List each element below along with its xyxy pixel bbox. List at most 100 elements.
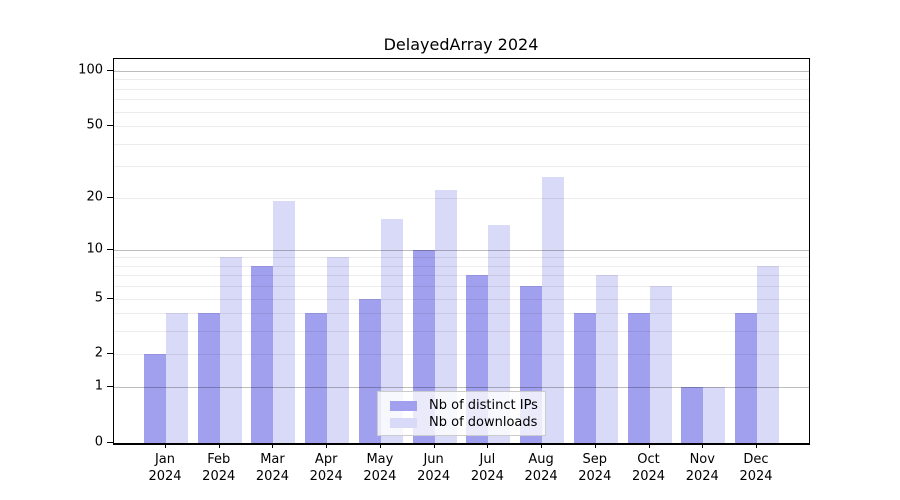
x-tick-jan	[165, 443, 166, 448]
x-tick-label-aug: Aug 2024	[524, 452, 558, 484]
y-tick-0	[107, 442, 113, 443]
bar-may-downloads	[380, 219, 403, 443]
legend-swatch-icon	[390, 400, 417, 411]
x-tick-year: 2024	[739, 469, 773, 484]
minor-gridline-6	[114, 286, 809, 288]
minor-gridline-60	[114, 111, 809, 113]
bar-nov-distinct-ips	[681, 387, 704, 443]
bar-apr-downloads	[327, 257, 350, 443]
x-tick-mar	[272, 443, 274, 448]
x-tick-year: 2024	[255, 469, 289, 484]
minor-gridline-9	[114, 257, 809, 259]
minor-gridline-5	[114, 298, 809, 300]
bar-jan-distinct-ips	[144, 354, 166, 443]
y-tick-label-5: 5	[94, 290, 103, 306]
x-tick-label-mar: Mar 2024	[255, 452, 289, 484]
x-tick-year: 2024	[202, 469, 236, 484]
y-tick-100	[107, 69, 113, 71]
x-tick-label-feb: Feb 2024	[202, 452, 236, 484]
x-tick-may	[379, 443, 381, 448]
x-tick-nov	[702, 443, 704, 448]
x-tick-label-apr: Apr 2024	[309, 452, 343, 484]
legend-label: Nb of downloads	[429, 415, 538, 430]
y-tick-label-50: 50	[86, 117, 103, 133]
x-tick-aug	[541, 443, 543, 448]
bar-nov-downloads	[703, 387, 726, 443]
x-tick-jul	[487, 443, 489, 448]
minor-gridline-20	[114, 197, 809, 199]
y-tick-2	[107, 353, 113, 355]
minor-gridline-7	[114, 275, 809, 277]
x-tick-label-nov: Nov 2024	[685, 452, 719, 484]
x-tick-label-oct: Oct 2024	[631, 452, 666, 484]
x-tick-label-may: May 2024	[363, 452, 397, 484]
y-tick-1	[107, 386, 113, 388]
minor-gridline-3	[114, 331, 809, 333]
major-gridline-100	[114, 70, 809, 72]
y-tick-label-10: 10	[86, 241, 103, 257]
bar-sep-downloads	[595, 275, 618, 443]
bar-jul-downloads	[488, 224, 511, 443]
x-tick-label-jul: Jul 2024	[470, 452, 504, 484]
x-tick-apr	[326, 443, 328, 448]
minor-gridline-2	[114, 354, 809, 356]
bar-dec-distinct-ips	[735, 313, 757, 443]
legend-row-downloads: Nb of downloads	[390, 414, 545, 431]
bar-dec-downloads	[757, 265, 779, 443]
x-tick-label-dec: Dec 2024	[739, 452, 773, 484]
x-tick-year: 2024	[631, 469, 666, 484]
bar-may-distinct-ips	[358, 298, 381, 443]
y-tick-label-2: 2	[94, 345, 103, 361]
major-gridline-1	[114, 387, 809, 389]
minor-gridline-70	[114, 99, 809, 101]
minor-gridline-40	[114, 143, 809, 145]
y-tick-label-1: 1	[94, 378, 103, 394]
bar-mar-distinct-ips	[251, 265, 274, 443]
x-tick-year: 2024	[470, 469, 504, 484]
bar-jan-downloads	[166, 313, 188, 443]
major-gridline-10	[114, 249, 809, 251]
plot-area	[113, 58, 810, 445]
legend: Nb of distinct IPs Nb of downloads	[377, 391, 546, 436]
x-tick-year: 2024	[148, 469, 182, 484]
y-tick-20	[107, 196, 113, 198]
bar-feb-distinct-ips	[197, 313, 220, 443]
minor-gridline-4	[114, 313, 809, 315]
x-tick-dec	[756, 443, 757, 448]
x-tick-year: 2024	[363, 469, 397, 484]
bar-sep-distinct-ips	[573, 313, 596, 443]
y-tick-label-0: 0	[94, 434, 103, 450]
y-tick-label-20: 20	[86, 189, 103, 204]
bar-mar-downloads	[273, 201, 296, 443]
bar-feb-downloads	[219, 257, 242, 443]
x-tick-jun	[433, 443, 435, 448]
x-tick-year: 2024	[309, 469, 343, 484]
x-tick-year: 2024	[524, 469, 558, 484]
minor-gridline-50	[114, 125, 809, 127]
bar-apr-distinct-ips	[305, 313, 328, 443]
minor-gridline-90	[114, 79, 809, 81]
legend-label: Nb of distinct IPs	[429, 398, 538, 413]
y-tick-5	[107, 297, 113, 299]
x-tick-year: 2024	[578, 469, 612, 484]
legend-row-distinct-ips: Nb of distinct IPs	[390, 397, 545, 414]
x-tick-feb	[218, 443, 220, 448]
minor-gridline-80	[114, 88, 809, 90]
legend-swatch-icon	[390, 417, 417, 428]
x-tick-label-jan: Jan 2024	[148, 452, 182, 484]
x-tick-label-sep: Sep 2024	[578, 452, 612, 484]
x-tick-label-jun: Jun 2024	[417, 452, 451, 484]
bar-oct-distinct-ips	[627, 313, 650, 443]
minor-gridline-8	[114, 265, 809, 267]
y-tick-label-100: 100	[78, 62, 103, 78]
bar-aug-downloads	[542, 177, 565, 443]
bar-oct-downloads	[649, 286, 672, 443]
x-tick-year: 2024	[417, 469, 451, 484]
x-tick-year: 2024	[685, 469, 719, 484]
x-tick-oct	[648, 443, 650, 448]
chart-title: DelayedArray 2024	[383, 35, 539, 54]
y-tick-10	[107, 248, 113, 250]
bar-jun-downloads	[434, 190, 457, 443]
y-tick-50	[107, 124, 113, 126]
